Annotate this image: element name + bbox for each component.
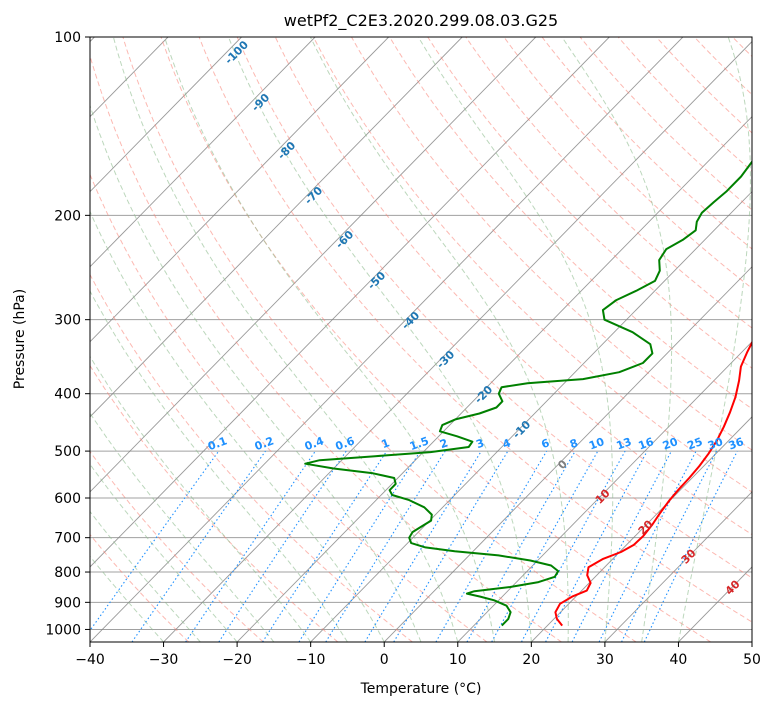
y-tick-label: 600 [54,491,81,507]
y-tick-label: 900 [54,595,81,611]
y-tick-label: 800 [54,565,81,581]
x-tick-label: 10 [449,652,467,668]
x-tick-label: −40 [75,652,105,668]
x-tick-label: 20 [522,652,540,668]
x-tick-label: −10 [296,652,326,668]
x-tick-label: 40 [670,652,688,668]
y-tick-label: 500 [54,444,81,460]
y-tick-label: 100 [54,30,81,46]
y-tick-label: 400 [54,387,81,403]
y-axis-label: Pressure (hPa) [12,289,28,389]
x-axis-label: Temperature (°C) [360,681,482,697]
x-tick-label: −30 [149,652,179,668]
x-tick-label: 50 [743,652,761,668]
y-tick-label: 300 [54,313,81,329]
y-tick-label: 700 [54,531,81,547]
x-tick-label: 0 [380,652,389,668]
x-tick-label: 30 [596,652,614,668]
x-tick-label: −20 [222,652,252,668]
y-tick-label: 200 [54,208,81,224]
y-tick-label: 1000 [45,622,81,638]
chart-title: wetPf2_C2E3.2020.299.08.03.G25 [284,11,558,31]
